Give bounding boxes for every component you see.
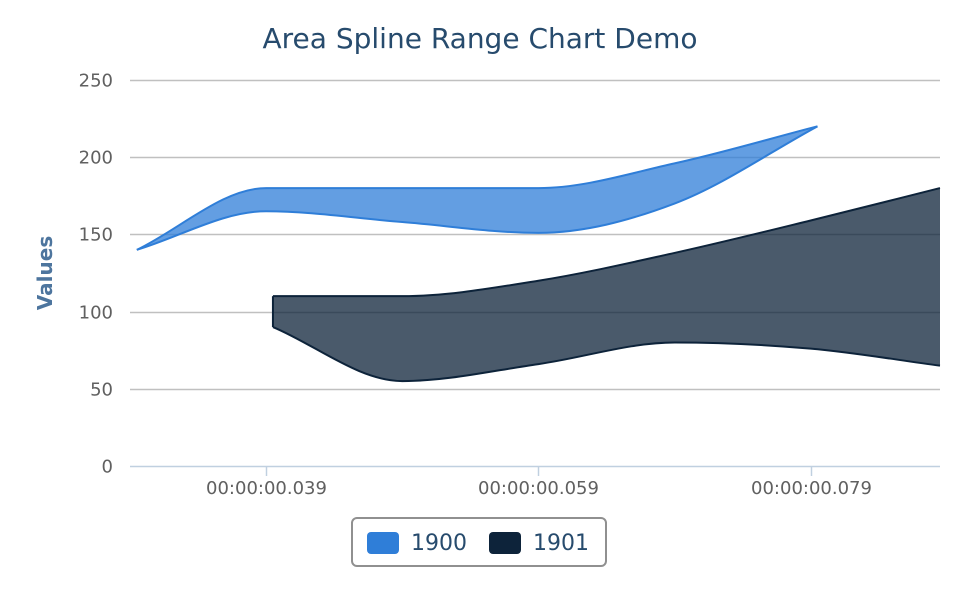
data-point-low[interactable] — [269, 323, 277, 331]
data-point-high[interactable] — [534, 277, 542, 285]
chart-title: Area Spline Range Chart Demo — [263, 22, 698, 55]
legend-label-1900: 1900 — [411, 530, 467, 556]
y-tick-label: 200 — [79, 148, 113, 169]
legend-label-1901: 1901 — [533, 530, 589, 556]
data-point-high[interactable] — [671, 159, 679, 167]
y-axis-label: Values — [33, 236, 57, 310]
series-1900[interactable] — [133, 122, 822, 254]
data-point-low[interactable] — [813, 122, 821, 130]
y-tick-label: 50 — [90, 380, 113, 401]
y-tick-label: 150 — [79, 225, 113, 246]
data-point-low[interactable] — [807, 345, 815, 353]
series-high-line-1901 — [272, 187, 941, 298]
series-layer — [133, 122, 944, 385]
legend-swatch-1900 — [367, 532, 399, 554]
data-point-low[interactable] — [534, 360, 542, 368]
series-low-line-1901 — [272, 326, 941, 383]
y-tick-label: 250 — [79, 71, 113, 92]
series-low-line-1900 — [136, 125, 818, 251]
data-point-high[interactable] — [807, 217, 815, 225]
y-tick-label: 100 — [79, 303, 113, 324]
legend-item-1900[interactable]: 1900 — [367, 530, 467, 556]
data-point-low[interactable] — [671, 338, 679, 346]
y-tick-label: 0 — [102, 457, 113, 478]
x-tick-label: 00:00:00.059 — [478, 478, 599, 499]
data-point-high[interactable] — [269, 292, 277, 300]
legend-swatch-1901 — [489, 532, 521, 554]
data-point-low[interactable] — [671, 200, 679, 208]
data-point-high[interactable] — [936, 184, 944, 192]
data-point-low[interactable] — [398, 218, 406, 226]
data-point-low[interactable] — [262, 207, 270, 215]
data-point-low[interactable] — [133, 246, 141, 254]
axes: 0 50 100 150 200 250 00:00:00.039 00:00:00.059 0… — [79, 71, 940, 499]
data-point-high[interactable] — [262, 184, 270, 192]
data-point-low[interactable] — [398, 377, 406, 385]
data-point-low[interactable] — [534, 229, 542, 237]
series-area-1901 — [272, 188, 940, 382]
x-tick-label: 00:00:00.079 — [751, 478, 872, 499]
data-point-low[interactable] — [936, 362, 944, 370]
data-point-high[interactable] — [398, 184, 406, 192]
series-1901[interactable] — [269, 184, 944, 385]
series-high-line-1900 — [136, 125, 818, 251]
legend-item-1901[interactable]: 1901 — [489, 530, 589, 556]
legend: 1900 1901 — [351, 517, 607, 567]
data-point-high[interactable] — [534, 184, 542, 192]
x-tick-label: 00:00:00.039 — [206, 478, 327, 499]
data-point-high[interactable] — [671, 249, 679, 257]
data-point-high[interactable] — [398, 292, 406, 300]
